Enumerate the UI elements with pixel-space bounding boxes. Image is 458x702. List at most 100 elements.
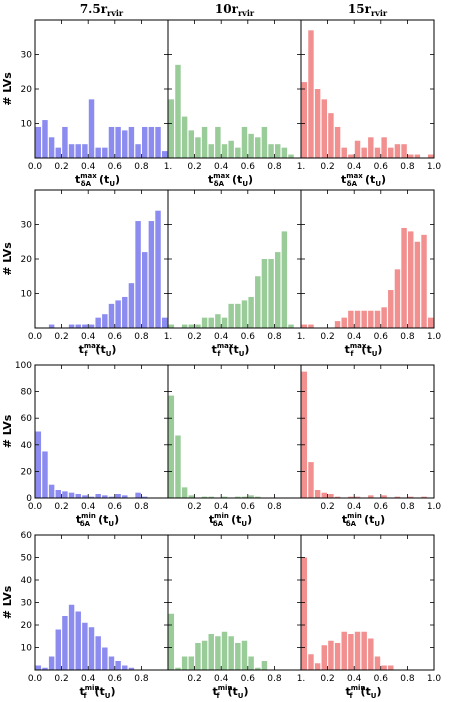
x-tick-label: 1. [297,162,306,172]
histogram-bar [394,496,401,498]
y-tick-label: 10 [21,120,33,130]
histogram-bar [55,147,61,158]
histogram-bar [42,120,48,158]
histogram-bar [188,324,194,328]
histogram-bar [427,154,434,158]
panel-frame [167,19,302,159]
histogram-bar [314,663,321,670]
column-title-2: 10rrvir [215,2,255,18]
column-title-1: 7.5rrvir [80,2,124,18]
histogram-bar [221,631,228,670]
x-tick-label: 0.8 [134,162,149,172]
histogram-bar [268,144,274,158]
histogram-bar [82,495,88,498]
histogram-bar [221,144,228,158]
x-tick-label: 0.6 [374,332,389,342]
histogram-bar [255,496,261,498]
histogram-bar [135,144,141,158]
histogram-bar [128,667,135,670]
histogram-bar [241,640,248,670]
column-titles: 7.5rrvir 10rrvir 15rrvir [80,2,388,18]
histogram-bar [188,656,194,670]
histogram-bar [381,495,387,498]
histogram-bar [348,310,354,328]
x-tick-label: 1. [297,674,306,684]
histogram-bar [388,665,394,670]
histogram-bar [255,667,261,670]
histogram-bar [221,317,228,328]
histogram-bar [235,496,241,498]
panel-frame [300,189,435,329]
x-axis-label: tmax δA (tU) [75,172,120,188]
histogram-bar [427,317,434,328]
histogram-bar [88,99,95,158]
histogram-bar [175,64,181,158]
x-tick-label: 0.0 [28,162,43,172]
histogram-bar [248,656,254,670]
x-tick-label: 0.8 [267,502,282,512]
histogram-bar [268,259,274,328]
panel-r3-c3: 0.2 0.4 0.6 0.8 1.0 tmin δA (tU) [300,364,441,528]
histogram-bar [128,126,135,158]
panel-frame [34,19,169,159]
histogram-bar [168,613,175,670]
histogram-bar [62,616,68,670]
x-tick-label: 0.2 [54,674,68,684]
x-tick-label: 0.0 [28,332,43,342]
x-tick-label: 0.8 [267,332,282,342]
histogram-bar [108,126,115,158]
histogram-bar [408,231,414,328]
histogram-bar [408,496,414,498]
y-tick-label: 20 [21,621,33,631]
histogram-bar [108,303,115,328]
x-tick-label: 0.4 [81,502,96,512]
histogram-bar [195,643,201,670]
histogram-bar [241,496,248,498]
histogram-bar [248,133,254,158]
histogram-bar [381,665,387,670]
histogram-bar [201,640,208,670]
histogram-bar [35,431,42,498]
x-axis-label: tmin δA (tU) [76,512,119,528]
x-axis-label: tmax δA (tU) [208,172,253,188]
x-tick-label: 0.6 [241,162,256,172]
histogram-bar [108,656,115,670]
histogram-bar [48,484,55,498]
histogram-bar [181,656,188,670]
x-tick-label: 0.8 [400,502,415,512]
histogram-bar [128,283,135,328]
histogram-bar [261,259,268,328]
x-tick-label: 0.2 [187,674,201,684]
histogram-bar [221,496,228,498]
histogram-bar [368,495,374,498]
x-axis-label: tmin f (tU) [212,684,248,700]
histogram-bar [62,126,68,158]
y-tick-label: 20 [21,85,33,95]
histogram-bar [241,126,248,158]
x-tick-label: 0.2 [54,502,68,512]
y-tick-label: 60 [21,414,33,424]
histogram-bar [135,492,141,498]
histogram-bar [308,324,314,328]
y-tick-label: 50 [21,554,33,564]
x-tick-label: 0.6 [241,674,256,684]
x-tick-label: 0.4 [81,674,96,684]
y-tick-label: 20 [21,255,33,265]
x-tick-label: 0.4 [214,162,229,172]
x-tick-label: 0.8 [267,674,282,684]
histogram-bar [414,241,421,328]
y-tick-label: 10 [21,644,33,654]
column-title-3: 15rrvir [348,2,388,18]
histogram-bar [82,622,88,670]
histogram-bar [421,234,427,328]
histogram-bar [381,307,387,328]
y-axis-label: # LVs [1,242,14,276]
x-tick-label: 0.2 [320,332,334,342]
x-tick-label: 0.2 [187,502,201,512]
x-tick-label: 0.6 [108,674,123,684]
histogram-bar [408,154,414,158]
histogram-bar [142,496,148,498]
histogram-bar [48,656,55,670]
histogram-bar [215,636,221,670]
histogram-bar [241,300,248,328]
